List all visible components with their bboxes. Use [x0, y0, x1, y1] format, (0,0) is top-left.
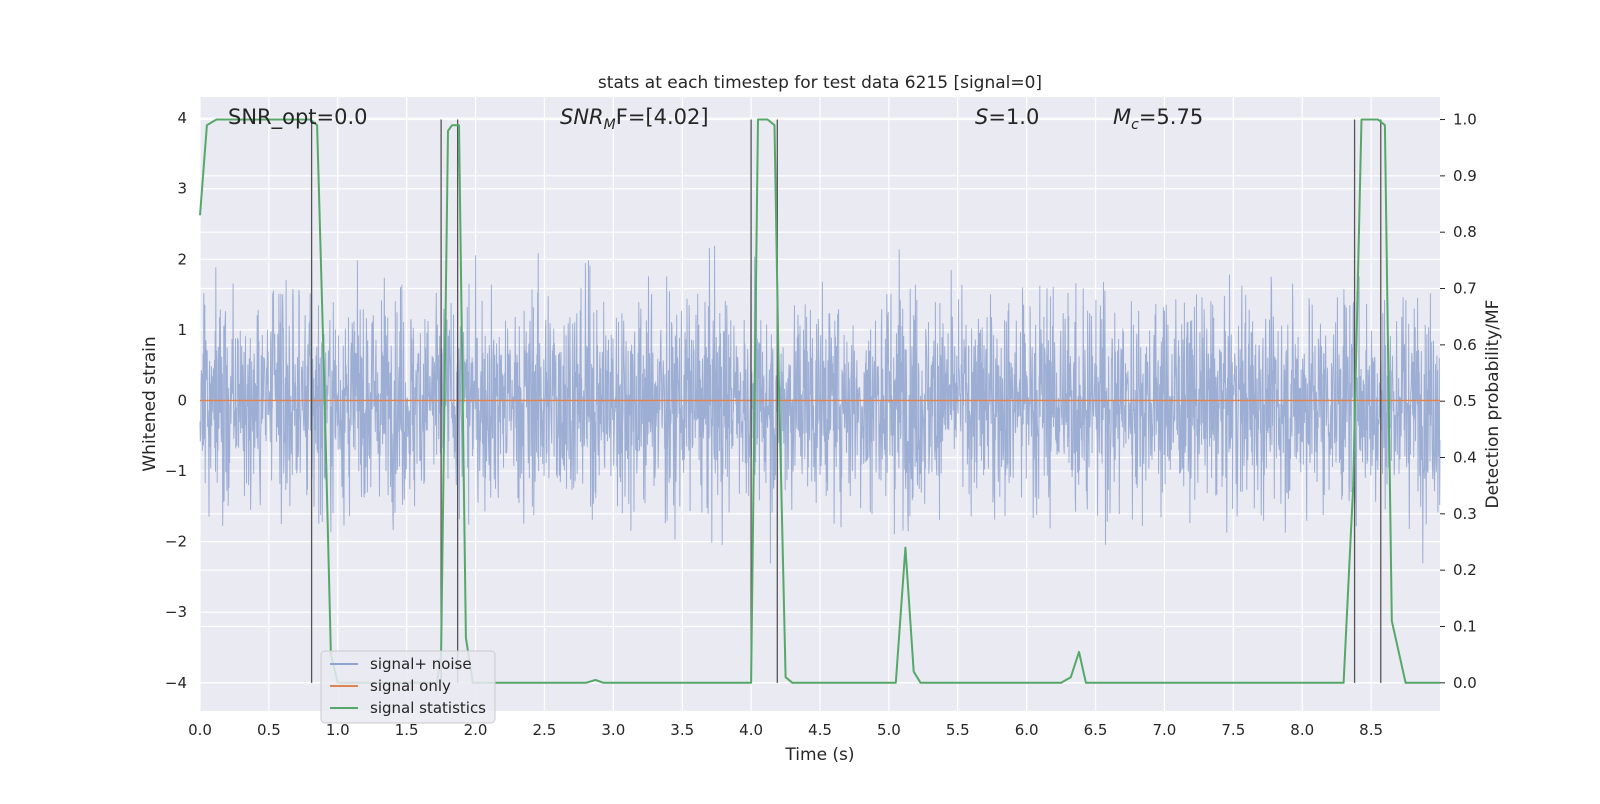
y-tick-label: 1: [177, 321, 187, 339]
annotation-snr-mf: SNRMF=[4.02]: [560, 105, 709, 133]
y-tick-label: −1: [165, 462, 187, 480]
y2-tick-label: 0.2: [1453, 561, 1477, 579]
y-tick-label: 0: [177, 391, 187, 409]
y2-tick-label: 0.1: [1453, 618, 1477, 636]
annotation-snr-mf-rest: F=[4.02]: [616, 105, 709, 129]
x-tick-label: 1.5: [395, 721, 419, 739]
x-tick-label: 0.5: [257, 721, 281, 739]
x-tick-label: 5.5: [946, 721, 970, 739]
y2-tick-label: 0.3: [1453, 505, 1477, 523]
x-tick-label: 7.0: [1153, 721, 1177, 739]
x-axis-label: Time (s): [784, 745, 854, 765]
y-tick-label: 3: [177, 180, 187, 198]
x-tick-label: 3.5: [670, 721, 694, 739]
x-tick-label: 8.0: [1290, 721, 1314, 739]
annotation-s: S=1.0: [975, 105, 1039, 129]
annotation-snr-mf-sub: M: [604, 117, 616, 133]
y2-tick-label: 0.8: [1453, 223, 1477, 241]
x-tick-label: 2.5: [533, 721, 557, 739]
chart-title: stats at each timestep for test data 621…: [598, 73, 1042, 93]
y2-tick-label: 0.7: [1453, 280, 1477, 298]
y-tick-label: 2: [177, 250, 187, 268]
y2-tick-label: 0.5: [1453, 392, 1477, 410]
x-tick-label: 0.0: [188, 721, 212, 739]
annotation-snr-mf-base: SNR: [560, 105, 604, 129]
y-tick-label: −4: [165, 674, 187, 692]
legend-label-statistics: signal statistics: [370, 699, 486, 717]
y-tick-label: −2: [165, 533, 187, 551]
annotation-s-value: =1.0: [988, 105, 1039, 129]
x-tick-label: 1.0: [326, 721, 350, 739]
x-tick-label: 4.5: [808, 721, 832, 739]
x-tick-label: 8.5: [1359, 721, 1383, 739]
y2-tick-label: 0.0: [1453, 674, 1477, 692]
legend: signal+ noise signal only signal statist…: [321, 651, 495, 723]
x-tick-label: 5.0: [877, 721, 901, 739]
x-tick-label: 2.0: [464, 721, 488, 739]
legend-label-signal: signal only: [370, 677, 451, 695]
x-tick-label: 3.0: [601, 721, 625, 739]
x-tick-label: 7.5: [1221, 721, 1245, 739]
y2-tick-label: 0.4: [1453, 449, 1477, 467]
y2-tick-label: 0.6: [1453, 336, 1477, 354]
y2-tick-label: 0.9: [1453, 167, 1477, 185]
x-tick-label: 4.0: [739, 721, 763, 739]
legend-label-noise: signal+ noise: [370, 655, 472, 673]
annotation-mc-base: M: [1113, 105, 1131, 129]
y-tick-label: −3: [165, 603, 187, 621]
x-tick-label: 6.5: [1084, 721, 1108, 739]
annotation-mc: Mc=5.75: [1113, 105, 1203, 133]
x-tick-label: 6.0: [1015, 721, 1039, 739]
y-tick-label: 4: [177, 109, 187, 127]
annotation-s-label: S: [975, 105, 988, 129]
y2-axis-label: Detection probability/MF: [1483, 300, 1503, 509]
annotation-snr-opt: SNR_opt=0.0: [228, 105, 368, 130]
y2-tick-label: 1.0: [1453, 111, 1477, 129]
y-axis-label: Whitened strain: [140, 336, 160, 471]
annotation-mc-value: =5.75: [1139, 105, 1203, 129]
